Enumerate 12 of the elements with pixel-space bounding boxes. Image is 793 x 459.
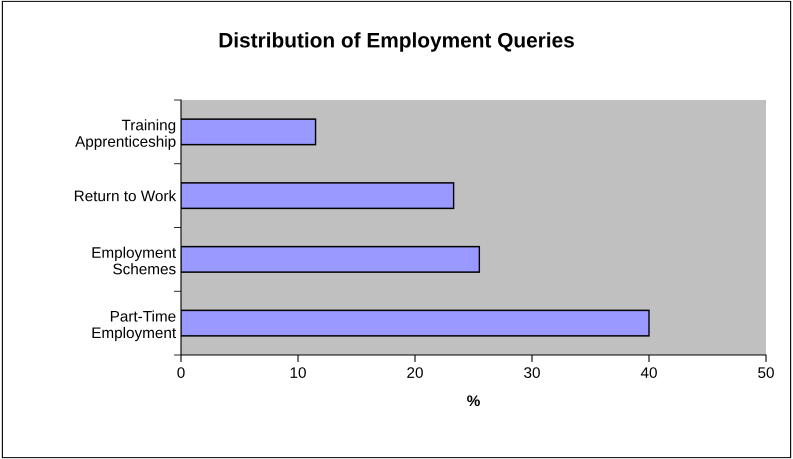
x-tick-label: 40 (640, 367, 657, 378)
x-tick-label: 10 (290, 367, 306, 378)
x-axis-title: % (467, 395, 480, 406)
y-tick-label: Return to Work (74, 190, 176, 202)
x-tick-label: 20 (407, 367, 423, 378)
y-tick-label: Part-Time Employment (92, 310, 176, 342)
y-tick-label: Training Apprenticeship (75, 119, 176, 150)
x-tick-label: 50 (758, 367, 774, 378)
x-tick-label: 30 (524, 367, 540, 378)
x-tick-label: 0 (177, 367, 185, 378)
chart-title: Distribution of Employment Queries (220, 32, 574, 52)
y-tick-label: Employment Schemes (92, 246, 176, 274)
